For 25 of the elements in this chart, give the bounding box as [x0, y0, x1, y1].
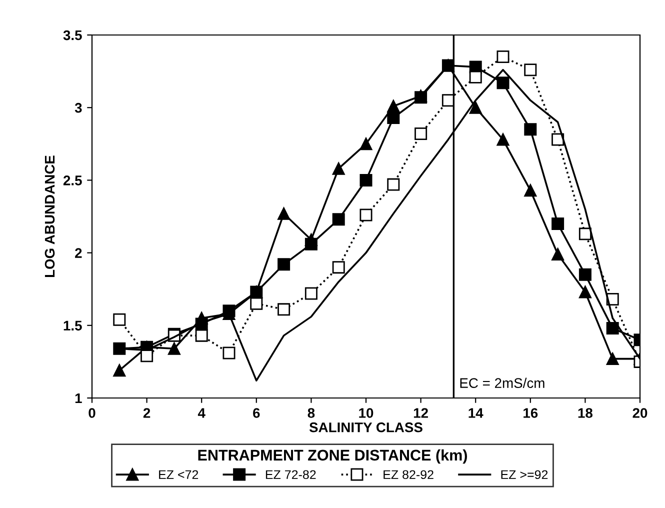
x-tick-label: 20 [632, 408, 648, 418]
y-tick-label: 3.5 [63, 30, 82, 40]
y-tick-label: 3 [74, 102, 82, 113]
legend-label: EZ 72-82 [266, 470, 316, 480]
x-tick-label: 10 [359, 408, 374, 418]
y-tick-label: 2.5 [63, 176, 82, 186]
x-tick-label: 16 [524, 408, 538, 418]
legend-label: EZ >=92 [501, 470, 548, 480]
x-tick-label: 8 [308, 408, 315, 418]
x-tick-label: 14 [468, 408, 484, 418]
y-tick-label: 2 [75, 248, 82, 258]
x-tick-label: 12 [414, 408, 428, 418]
x-tick-label: 18 [578, 408, 592, 418]
annotation: EC = 2mS/cm [460, 378, 544, 388]
legend-title: ENTRAPMENT ZONE DISTANCE (km) [198, 449, 467, 464]
x-tick-label: 0 [88, 408, 96, 418]
legend-label: EZ <72 [159, 470, 198, 479]
y-axis-title: LOG ABUNDANCE [44, 156, 55, 278]
y-tick-label: 1 [75, 393, 82, 404]
x-tick-label: 4 [198, 408, 206, 418]
x-tick-label: 6 [253, 408, 260, 418]
y-tick-label: 1.5 [64, 320, 82, 331]
legend-label: EZ 82-92 [384, 470, 434, 480]
x-axis-title: SALINITY CLASS [309, 422, 422, 432]
x-tick-label: 2 [143, 408, 150, 418]
